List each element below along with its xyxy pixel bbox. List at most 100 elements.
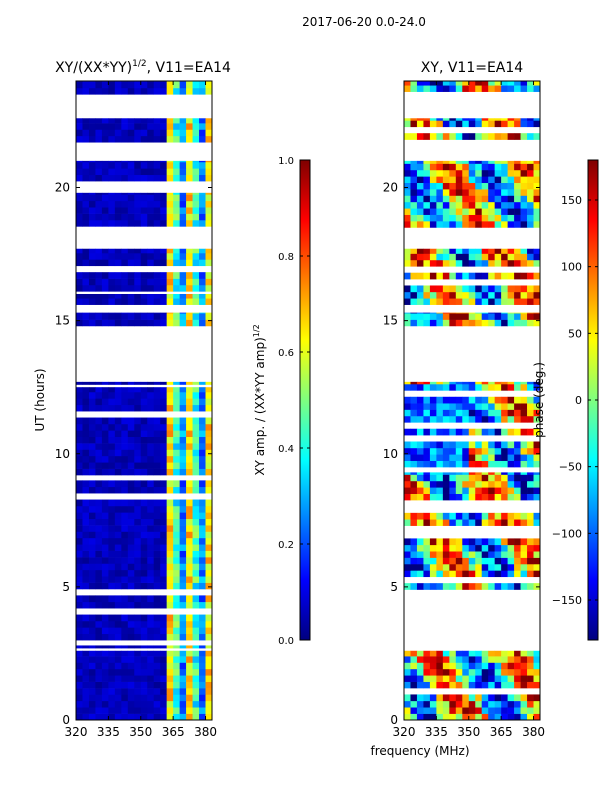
phase-heatmap-cell [533, 551, 540, 558]
amplitude-heatmap-cell [147, 398, 155, 406]
amplitude-heatmap-cell [186, 525, 193, 532]
phase-heatmap-cell [475, 493, 483, 501]
phase-heatmap-cell [449, 195, 457, 203]
phase-heatmap-cell [481, 285, 489, 293]
phase-heatmap-cell [416, 460, 424, 468]
amplitude-heatmap-cell [140, 531, 148, 539]
amplitude-heatmap-cell [199, 531, 206, 539]
phase-heatmap-cell [423, 707, 431, 714]
phase-heatmap-cell [494, 403, 502, 410]
phase-heatmap-cell [423, 208, 431, 215]
amplitude-heatmap-cell [173, 601, 180, 609]
amplitude-heatmap-cell [95, 278, 103, 286]
phase-heatmap-cell [416, 208, 424, 215]
phase-heatmap-cell [449, 285, 457, 293]
amplitude-heatmap-cell [186, 213, 193, 221]
phase-heatmap-cell [494, 319, 502, 327]
phase-heatmap-cell [533, 668, 540, 676]
amplitude-heatmap-cell [147, 168, 155, 176]
amplitude-heatmap-cell [88, 129, 96, 137]
phase-heatmap-cell [520, 472, 528, 475]
amplitude-heatmap-cell [95, 486, 103, 494]
amplitude-heatmap-cell [173, 160, 180, 163]
amplitude-heatmap-cell [95, 312, 103, 314]
amplitude-colorbar: 0.00.20.40.60.81.0 XY amp. / (XX*YY amp)… [252, 156, 311, 647]
amplitude-heatmap-cell [88, 525, 96, 532]
phase-heatmap-cell [494, 272, 502, 280]
amplitude-heatmap-cell [205, 449, 212, 457]
amplitude-heatmap-cell [108, 512, 116, 520]
amplitude-heatmap-cell [205, 499, 212, 507]
amplitude-heatmap-cell [166, 707, 174, 714]
amplitude-heatmap-cell [186, 645, 193, 649]
phase-heatmap-cell [468, 285, 476, 293]
amplitude-heatmap-cell [160, 259, 167, 267]
amplitude-heatmap-cell [121, 174, 129, 182]
phase-heatmap-cell [494, 713, 502, 720]
amplitude-heatmap-cell [127, 404, 135, 412]
amplitude-heatmap-cell [147, 87, 155, 95]
phase-heatmap-cell [455, 707, 463, 714]
phase-heatmap-cell [475, 208, 483, 215]
phase-heatmap-cell [481, 176, 489, 184]
phase-heatmap-cell [520, 415, 528, 423]
amplitude-heatmap-cell [127, 595, 135, 603]
amplitude-heatmap-cell [82, 168, 90, 176]
amplitude-heatmap-cell [121, 550, 129, 558]
phase-heatmap-cell [416, 272, 424, 280]
phase-heatmap-cell [455, 583, 463, 590]
amplitude-heatmap-cell [76, 252, 83, 260]
amplitude-heatmap-cell [173, 537, 180, 545]
phase-heatmap-cell [404, 454, 411, 461]
phase-heatmap-cell [533, 272, 540, 280]
phase-heatmap-cell [514, 428, 521, 436]
amplitude-heatmap-cell [101, 662, 109, 670]
amplitude-heatmap-cell [140, 499, 148, 507]
amplitude-heatmap-cell [192, 569, 200, 577]
amplitude-heatmap-cell [114, 129, 122, 137]
amplitude-heatmap-cell [121, 81, 129, 89]
amplitude-heatmap-cell [140, 313, 148, 320]
phase-heatmap-cell [404, 519, 411, 526]
amplitude-heatmap-cell [108, 694, 116, 702]
amplitude-heatmap-cell [147, 118, 155, 124]
amplitude-heatmap-cell [88, 417, 96, 425]
amplitude-heatmap-cell [199, 537, 206, 545]
amplitude-heatmap-cell [95, 168, 103, 176]
amplitude-heatmap-cell [134, 576, 142, 583]
phase-heatmap-cell [520, 163, 528, 171]
phase-heatmap-cell [468, 248, 476, 254]
amplitude-heatmap-cell [173, 462, 180, 469]
amplitude-heatmap-cell [88, 404, 96, 412]
amplitude-heatmap-cell [160, 633, 167, 641]
phase-heatmap-cell [488, 441, 495, 449]
amplitude-heatmap-cell [153, 544, 161, 551]
phase-heatmap-cell [520, 662, 528, 670]
amplitude-heatmap-cell [166, 87, 174, 95]
amplitude-colorbar-ticks: 0.00.20.40.60.81.0 [278, 156, 310, 647]
amplitude-heatmap-cell [114, 525, 122, 532]
amplitude-heatmap-cell [95, 417, 103, 425]
phase-heatmap-cell [533, 85, 540, 92]
amplitude-heatmap-cell [140, 123, 148, 130]
amplitude-heatmap-cell [173, 505, 180, 513]
phase-heatmap-cell [462, 583, 470, 590]
amplitude-heatmap-cell [153, 449, 161, 457]
phase-heatmap-cell [494, 195, 502, 203]
phase-heatmap-cell [462, 487, 470, 494]
amplitude-heatmap-cell [108, 595, 116, 603]
phase-heatmap-cell [514, 85, 521, 92]
amplitude-heatmap-cell [186, 436, 193, 444]
phase-heatmap-cell [455, 312, 463, 314]
amplitude-heatmap-cell [153, 381, 161, 385]
phase-heatmap-cell [416, 563, 424, 571]
amplitude-heatmap-cell [186, 620, 193, 628]
amplitude-heatmap-cell [121, 319, 129, 327]
amplitude-heatmap-cell [160, 423, 167, 431]
amplitude-heatmap-cell [121, 272, 129, 279]
phase-y-tick-label: 15 [383, 314, 398, 328]
amplitude-heatmap-cell [82, 557, 90, 564]
phase-heatmap-cell [501, 120, 508, 128]
phase-heatmap-cell [410, 512, 418, 520]
amplitude-heatmap-cell [76, 391, 83, 399]
